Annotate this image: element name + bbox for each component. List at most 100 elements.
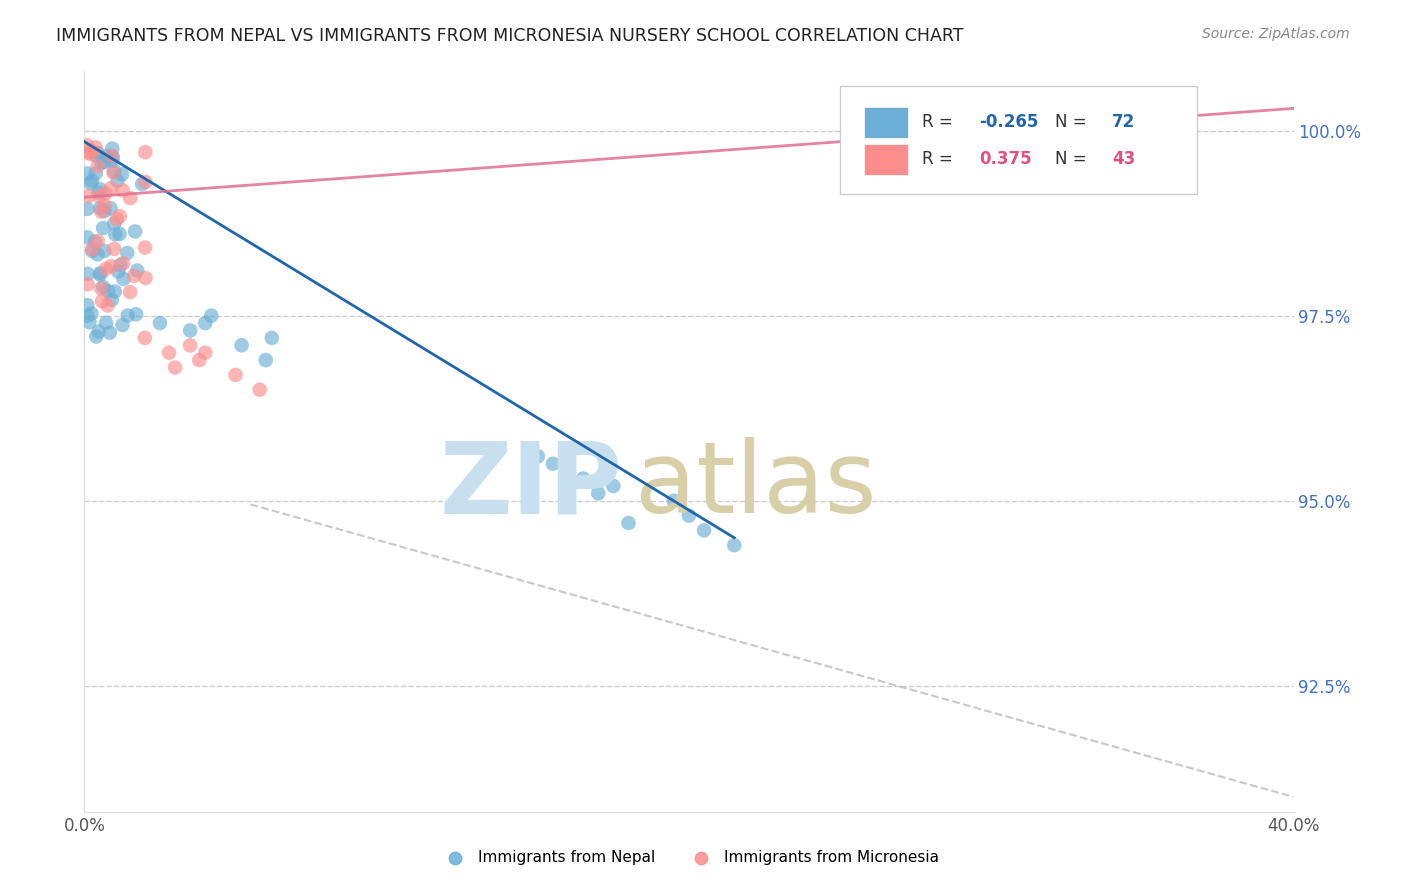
Point (124, 224, 146, 238)
Point (96, 149, 118, 163)
Point (77, 189, 100, 203)
Point (94, 261, 117, 276)
Point (84, 329, 107, 343)
Point (94, 316, 117, 330)
Point (82, 242, 104, 256)
Point (111, 183, 134, 197)
Point (134, 331, 156, 345)
Point (179, 324, 201, 338)
Point (80, 307, 103, 321)
Point (80, 174, 103, 188)
Point (76, 267, 98, 281)
Point (76, 202, 98, 216)
Point (527, 450, 550, 464)
Point (165, 360, 187, 375)
Point (82, 244, 104, 258)
Point (127, 263, 149, 277)
Point (93, 155, 115, 169)
Point (108, 209, 131, 223)
Point (131, 177, 153, 191)
Point (98, 326, 121, 340)
Point (723, 538, 745, 552)
Point (91, 280, 114, 294)
Point (100, 293, 122, 307)
Point (90, 204, 112, 219)
Text: N =: N = (1056, 113, 1087, 131)
Point (125, 307, 148, 321)
Point (84, 166, 107, 180)
Point (89, 182, 111, 196)
Point (103, 217, 125, 231)
Point (572, 472, 595, 486)
Point (76, 145, 98, 160)
Point (254, 353, 277, 368)
Point (91, 294, 114, 309)
Point (89, 266, 111, 280)
Point (86, 159, 108, 173)
Point (135, 175, 157, 189)
Point (76, 167, 98, 181)
Point (225, 368, 247, 382)
Point (76, 309, 98, 323)
Point (120, 191, 142, 205)
Point (93, 244, 115, 258)
Point (76, 138, 98, 153)
Point (86, 146, 108, 161)
Text: Source: ZipAtlas.com: Source: ZipAtlas.com (1202, 27, 1350, 41)
FancyBboxPatch shape (841, 87, 1197, 194)
Point (101, 150, 124, 164)
Point (120, 285, 142, 299)
Point (83, 235, 105, 249)
Point (100, 148, 122, 162)
Point (94, 186, 117, 201)
Point (90, 155, 112, 169)
Point (662, 493, 685, 508)
Point (87, 325, 110, 339)
Text: atlas: atlas (634, 437, 876, 534)
FancyBboxPatch shape (865, 144, 908, 175)
Point (89, 268, 111, 282)
Point (89, 201, 111, 215)
Point (101, 153, 124, 168)
Point (112, 256, 135, 270)
Point (249, 383, 271, 397)
Point (100, 259, 122, 273)
Point (105, 212, 128, 227)
Point (87, 186, 110, 200)
Point (111, 167, 134, 181)
Text: 0.375: 0.375 (979, 151, 1032, 169)
Text: N =: N = (1056, 151, 1087, 169)
Text: R =: R = (922, 151, 953, 169)
Point (76, 298, 98, 312)
Point (84, 140, 107, 154)
Point (693, 524, 716, 538)
Point (86, 247, 108, 261)
Point (103, 242, 125, 256)
Point (103, 165, 125, 179)
Point (200, 309, 222, 323)
Point (103, 164, 125, 178)
Point (79, 147, 101, 161)
Point (108, 227, 131, 241)
Point (188, 353, 211, 368)
Text: 43: 43 (1112, 151, 1136, 169)
Point (110, 258, 132, 272)
Point (260, 331, 283, 345)
Point (97, 285, 120, 299)
Point (134, 145, 156, 160)
Point (79, 176, 101, 190)
Legend: Immigrants from Nepal, Immigrants from Micronesia: Immigrants from Nepal, Immigrants from M… (433, 844, 945, 871)
Point (84, 148, 107, 162)
Text: R =: R = (922, 113, 953, 131)
Point (617, 516, 640, 530)
Point (115, 246, 138, 260)
Point (76, 277, 98, 292)
Point (91, 221, 114, 235)
Point (134, 271, 156, 285)
Text: IMMIGRANTS FROM NEPAL VS IMMIGRANTS FROM MICRONESIA NURSERY SCHOOL CORRELATION C: IMMIGRANTS FROM NEPAL VS IMMIGRANTS FROM… (56, 27, 963, 45)
Point (93, 198, 115, 212)
Point (104, 227, 127, 242)
Point (588, 486, 610, 500)
Point (96, 298, 118, 312)
Point (179, 338, 201, 352)
